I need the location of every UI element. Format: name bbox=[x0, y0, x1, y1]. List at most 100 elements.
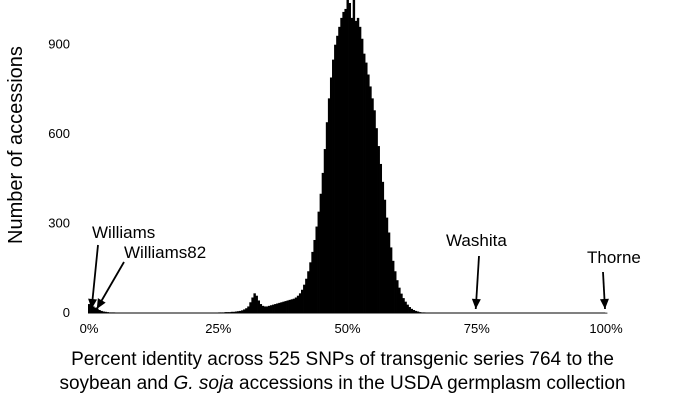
histogram-bar bbox=[321, 172, 325, 313]
histogram-bar bbox=[284, 301, 287, 313]
histogram-bar bbox=[288, 299, 292, 313]
histogram-bar bbox=[94, 307, 97, 313]
histogram-bar bbox=[367, 74, 370, 314]
annotation-arrow-head bbox=[471, 298, 481, 309]
histogram-bar bbox=[257, 300, 260, 313]
histogram-bar bbox=[269, 305, 273, 313]
histogram-bar bbox=[88, 304, 91, 313]
histogram-bar bbox=[605, 312, 608, 314]
histogram-bar bbox=[267, 305, 271, 313]
histogram-bars bbox=[88, 0, 608, 314]
histogram-bar bbox=[253, 293, 256, 313]
histogram-bar bbox=[265, 306, 269, 313]
histogram-bar bbox=[245, 308, 248, 313]
histogram-bar bbox=[363, 53, 366, 313]
histogram-bar bbox=[305, 278, 308, 313]
histogram-bar bbox=[332, 59, 335, 314]
histogram-bar bbox=[319, 193, 323, 313]
histogram-bar bbox=[232, 311, 236, 313]
annotation-label: Williams82 bbox=[124, 243, 206, 262]
histogram-bar bbox=[303, 284, 306, 313]
x-tick-label: 25% bbox=[205, 321, 231, 336]
histogram-bar bbox=[230, 311, 234, 313]
histogram-bar bbox=[400, 293, 403, 313]
x-axis-label-species: G. soja bbox=[173, 373, 234, 394]
histogram-bar bbox=[294, 297, 298, 313]
histogram-bar bbox=[406, 304, 409, 313]
histogram-bar bbox=[98, 310, 101, 313]
histogram-bar bbox=[340, 17, 343, 313]
annotation-label: Washita bbox=[446, 231, 507, 250]
histogram-bar bbox=[350, 17, 354, 313]
histogram-bar bbox=[272, 304, 275, 313]
x-tick-label: 75% bbox=[464, 321, 490, 336]
y-tick-label: 900 bbox=[48, 37, 70, 52]
x-tick-label: 50% bbox=[334, 321, 360, 336]
histogram-bar bbox=[236, 311, 240, 313]
histogram-bar bbox=[247, 306, 250, 313]
histogram-bar bbox=[238, 310, 242, 313]
histogram-bar bbox=[404, 301, 407, 313]
histogram-bar bbox=[263, 306, 267, 313]
histogram-bar bbox=[410, 308, 414, 313]
histogram-bar bbox=[392, 260, 395, 313]
histogram-bar bbox=[371, 98, 374, 314]
histogram-bar bbox=[292, 298, 296, 313]
histogram-bar bbox=[352, 0, 356, 313]
histogram-bar bbox=[286, 300, 289, 313]
histogram-bar bbox=[307, 271, 310, 313]
histogram-bar bbox=[276, 303, 279, 313]
histogram-bar bbox=[241, 310, 244, 313]
histogram-bar bbox=[377, 146, 380, 313]
histogram-bar bbox=[365, 62, 368, 313]
histogram-bar bbox=[282, 301, 285, 313]
histogram-bar bbox=[311, 251, 314, 313]
histogram-bar bbox=[255, 295, 258, 313]
histogram-bar bbox=[396, 280, 399, 313]
y-axis-label: Number of accessions bbox=[5, 46, 27, 244]
histogram-bar bbox=[327, 98, 331, 314]
histogram-bar bbox=[274, 304, 277, 313]
histogram-bar bbox=[313, 239, 316, 313]
y-tick-label: 600 bbox=[48, 126, 70, 141]
x-tick-label: 0% bbox=[80, 321, 99, 336]
histogram-bar bbox=[358, 26, 362, 314]
histogram-bar bbox=[398, 287, 401, 313]
histogram-bar bbox=[301, 289, 304, 313]
x-axis-label-line-1: Percent identity across 525 SNPs of tran… bbox=[71, 349, 614, 370]
histogram-bar bbox=[325, 122, 329, 313]
histogram-bar bbox=[249, 302, 252, 313]
histogram-bar bbox=[296, 295, 300, 313]
x-axis-label: Percent identity across 525 SNPs of tran… bbox=[0, 348, 685, 396]
histogram-bar bbox=[387, 232, 391, 313]
histogram-bar bbox=[412, 310, 416, 313]
histogram-bar bbox=[381, 181, 385, 313]
x-axis-label-part: accessions in the USDA germplasm collect… bbox=[233, 373, 626, 394]
histogram-bar bbox=[344, 8, 347, 313]
y-tick-label: 0 bbox=[63, 305, 70, 320]
histogram-bar bbox=[416, 311, 420, 313]
histogram-bar bbox=[346, 0, 349, 313]
y-tick-label: 300 bbox=[48, 216, 70, 231]
y-tick-labels: 0 300 600 900 bbox=[48, 37, 70, 320]
histogram-bar bbox=[402, 298, 405, 313]
annotation-arrow-head bbox=[96, 298, 106, 309]
histogram-bar bbox=[100, 310, 103, 313]
histogram-bar bbox=[389, 247, 393, 313]
histogram-bar bbox=[261, 305, 265, 313]
histogram-bar bbox=[96, 308, 99, 313]
histogram-bar bbox=[92, 306, 95, 313]
histogram-bar bbox=[373, 110, 376, 313]
histogram-bar bbox=[394, 271, 397, 313]
annotation-arrow-line bbox=[90, 244, 99, 310]
histogram-bar bbox=[383, 199, 387, 313]
histogram-bar bbox=[329, 77, 333, 313]
histogram-bar bbox=[375, 128, 378, 313]
histogram-bar bbox=[243, 309, 246, 313]
x-tick-labels: 0% 25% 50% 75% 100% bbox=[80, 321, 623, 336]
annotation-label: Thorne bbox=[587, 248, 641, 267]
histogram-bar bbox=[278, 302, 281, 313]
histogram-bar bbox=[414, 310, 418, 313]
histogram-bar bbox=[338, 26, 341, 314]
